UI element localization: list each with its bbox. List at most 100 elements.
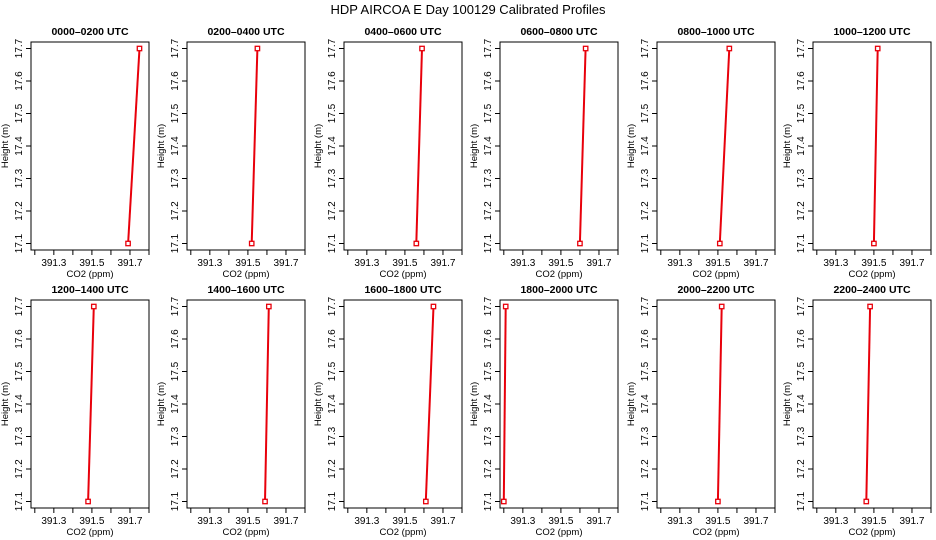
panel-title: 1800–2000 UTC: [520, 284, 597, 296]
y-tick-label: 17.4: [327, 136, 338, 156]
y-tick-label: 17.2: [170, 201, 181, 221]
data-point: [419, 45, 425, 52]
profile-line: [716, 306, 723, 502]
y-tick-label: 17.3: [327, 426, 338, 446]
y-tick-label: 17.2: [796, 201, 807, 221]
y-tick-label: 17.1: [170, 233, 181, 253]
y-tick-label: 17.3: [796, 168, 807, 188]
data-point: [726, 45, 733, 52]
data-point: [718, 303, 725, 310]
profile-panel: 0400–0600 UTC 391.3 391.5 391.7 17.1 17.2 17.3…: [313, 26, 463, 280]
panel-title: 0800–1000 UTC: [677, 26, 754, 38]
profile-line: [578, 48, 587, 244]
y-tick-label: 17.1: [14, 233, 25, 253]
y-axis-label: Height (m): [782, 124, 793, 168]
x-tick-label: 391.7: [430, 258, 455, 269]
y-tick-label: 17.5: [14, 361, 25, 381]
profile-panel: 0000–0200 UTC 391.3 391.5 391.7 17.1 17.2 17.3…: [0, 26, 150, 280]
y-tick-label: 17.2: [796, 459, 807, 479]
y-tick-label: 17.7: [796, 296, 807, 316]
x-tick-label: 391.5: [392, 258, 417, 269]
y-tick-label: 17.1: [796, 233, 807, 253]
y-tick-label: 17.4: [483, 136, 494, 156]
y-tick-label: 17.7: [14, 296, 25, 316]
y-axis-label: Height (m): [0, 382, 11, 426]
panel-title: 0400–0600 UTC: [364, 26, 441, 38]
panel-title: 1200–1400 UTC: [51, 284, 128, 296]
y-axis-label: Height (m): [0, 124, 11, 168]
plot-frame: [186, 299, 306, 509]
profile-panel: 1200–1400 UTC 391.3 391.5 391.7 17.1 17.2 17.3…: [0, 284, 150, 538]
y-axis-label: Height (m): [782, 382, 793, 426]
x-axis-label: CO2 (ppm): [536, 527, 583, 538]
x-tick-label: 391.3: [667, 258, 692, 269]
y-tick-label: 17.4: [14, 394, 25, 414]
y-axis-label: Height (m): [156, 124, 167, 168]
x-tick-label: 391.3: [354, 516, 379, 527]
y-tick-label: 17.2: [483, 459, 494, 479]
y-axis-label: Height (m): [156, 382, 167, 426]
data-point: [136, 45, 143, 52]
panel-title: 2200–2400 UTC: [833, 284, 910, 296]
x-axis-label: CO2 (ppm): [536, 269, 583, 280]
y-tick-label: 17.5: [796, 103, 807, 123]
data-point: [502, 303, 509, 310]
y-tick-label: 17.7: [483, 296, 494, 316]
y-tick-label: 17.1: [327, 233, 338, 253]
profile-line: [424, 306, 435, 502]
x-axis-label: CO2 (ppm): [380, 527, 427, 538]
x-tick-label: 391.7: [117, 516, 142, 527]
plot-frame: [656, 299, 776, 509]
panel-title: 1400–1600 UTC: [207, 284, 284, 296]
x-tick-label: 391.5: [861, 258, 886, 269]
x-tick-label: 391.3: [354, 258, 379, 269]
y-tick-label: 17.2: [640, 459, 651, 479]
y-tick-label: 17.4: [796, 136, 807, 156]
x-axis-label: CO2 (ppm): [380, 269, 427, 280]
x-tick-label: 391.5: [548, 258, 573, 269]
profile-line: [718, 48, 731, 244]
y-tick-label: 17.1: [640, 233, 651, 253]
panel-title: 0000–0200 UTC: [51, 26, 128, 38]
y-tick-label: 17.6: [640, 71, 651, 91]
x-tick-label: 391.3: [41, 258, 66, 269]
x-tick-label: 391.7: [117, 258, 142, 269]
data-point: [90, 303, 97, 310]
y-tick-label: 17.7: [640, 38, 651, 58]
y-tick-label: 17.5: [796, 361, 807, 381]
y-tick-label: 17.7: [327, 296, 338, 316]
x-tick-label: 391.3: [510, 258, 535, 269]
y-tick-label: 17.3: [640, 168, 651, 188]
profile-panel: 1800–2000 UTC 391.3 391.5 391.7 17.1 17.2 17.3…: [469, 284, 619, 538]
y-tick-label: 17.1: [483, 491, 494, 511]
plot-frame: [30, 41, 150, 251]
plot-frame: [812, 41, 932, 251]
y-tick-label: 17.1: [327, 491, 338, 511]
x-tick-label: 391.3: [667, 516, 692, 527]
y-tick-label: 17.6: [170, 329, 181, 349]
data-point: [422, 498, 429, 505]
y-tick-label: 17.4: [14, 136, 25, 156]
profile-panel: 2200–2400 UTC 391.3 391.5 391.7 17.1 17.2 17.3…: [782, 284, 932, 538]
x-tick-label: 391.5: [705, 258, 730, 269]
y-tick-label: 17.1: [170, 491, 181, 511]
y-tick-label: 17.1: [796, 491, 807, 511]
y-tick-label: 17.2: [14, 201, 25, 221]
y-tick-label: 17.1: [640, 491, 651, 511]
panel-title: 0600–0800 UTC: [520, 26, 597, 38]
profile-line: [87, 306, 95, 502]
data-point: [430, 303, 437, 310]
x-tick-label: 391.7: [273, 258, 298, 269]
profile-panel: 1600–1800 UTC 391.3 391.5 391.7 17.1 17.2 17.3…: [313, 284, 463, 538]
y-tick-label: 17.3: [14, 168, 25, 188]
y-tick-label: 17.3: [796, 426, 807, 446]
plot-frame: [343, 299, 463, 509]
x-tick-label: 391.7: [586, 258, 611, 269]
y-tick-label: 17.4: [796, 394, 807, 414]
x-tick-label: 391.7: [743, 258, 768, 269]
y-tick-label: 17.6: [796, 71, 807, 91]
y-tick-label: 17.5: [14, 103, 25, 123]
y-tick-label: 17.6: [327, 71, 338, 91]
y-axis-label: Height (m): [469, 124, 480, 168]
